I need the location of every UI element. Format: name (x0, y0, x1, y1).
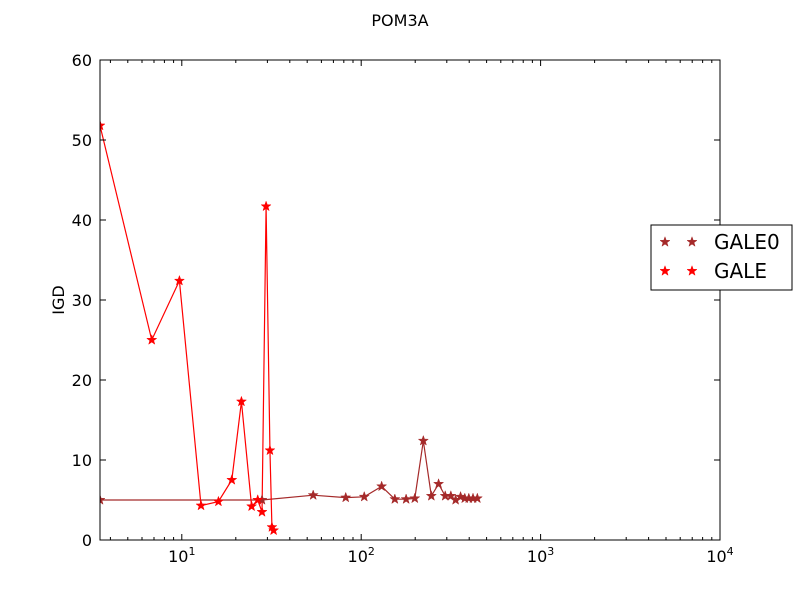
data-point-gale0 (417, 434, 429, 446)
data-point-gale0 (389, 493, 401, 505)
data-point-gale (212, 495, 225, 507)
series-group (100, 119, 483, 536)
data-point-gale (100, 119, 106, 131)
data-point-gale (264, 444, 276, 456)
legend-marker-gale0 (659, 236, 671, 247)
series-line-gale (100, 125, 275, 531)
axis-ticks: 0 10 20 30 40 50 60 101 102 103 104 (72, 51, 734, 566)
y-tick-label: 10 (72, 451, 92, 470)
y-tick-label: 20 (72, 371, 92, 390)
y-tick-label: 0 (82, 531, 92, 550)
legend-box (650, 224, 793, 291)
data-point-gale (195, 499, 207, 511)
data-point-gale0 (409, 492, 421, 504)
data-point-gale0 (432, 478, 445, 489)
legend-label-gale0: GALE0 (714, 230, 780, 254)
data-point-gale0 (471, 492, 483, 504)
data-point-gale0 (307, 489, 319, 501)
x-tick-label: 102 (348, 545, 375, 566)
data-point-gale0 (400, 493, 412, 505)
y-tick-label: 30 (72, 291, 92, 310)
plot-area (100, 119, 483, 536)
data-point-gale (256, 506, 268, 517)
legend-marker-gale0 (686, 236, 698, 247)
y-tick-label: 50 (72, 131, 92, 150)
chart-title: POM3A (371, 11, 428, 30)
data-point-gale (267, 524, 280, 536)
data-point-gale0 (340, 491, 352, 503)
data-point-gale (252, 494, 264, 505)
data-point-gale0 (375, 480, 388, 492)
data-point-gale0 (445, 490, 457, 501)
series-line-gale0 (100, 440, 478, 501)
y-tick-label: 60 (72, 51, 92, 70)
legend-marker-gale (686, 265, 698, 276)
data-point-gale (245, 500, 258, 512)
legend-label-gale: GALE (714, 259, 767, 283)
y-tick-label: 40 (72, 211, 92, 230)
x-tick-label: 103 (527, 545, 554, 566)
data-point-gale0 (100, 494, 106, 505)
data-point-gale (235, 395, 248, 407)
x-tick-label: 104 (706, 545, 733, 566)
data-point-gale0 (425, 490, 437, 501)
axes-frame (99, 59, 721, 541)
data-point-gale (146, 334, 158, 345)
data-point-gale (226, 474, 238, 485)
y-axis-label: IGD (49, 285, 68, 314)
legend: GALE0 GALE (650, 224, 793, 291)
legend-marker-gale (659, 265, 671, 276)
x-tick-label: 101 (168, 545, 195, 566)
data-point-gale (260, 200, 272, 212)
data-point-gale (173, 274, 186, 286)
data-point-gale0 (358, 490, 370, 502)
